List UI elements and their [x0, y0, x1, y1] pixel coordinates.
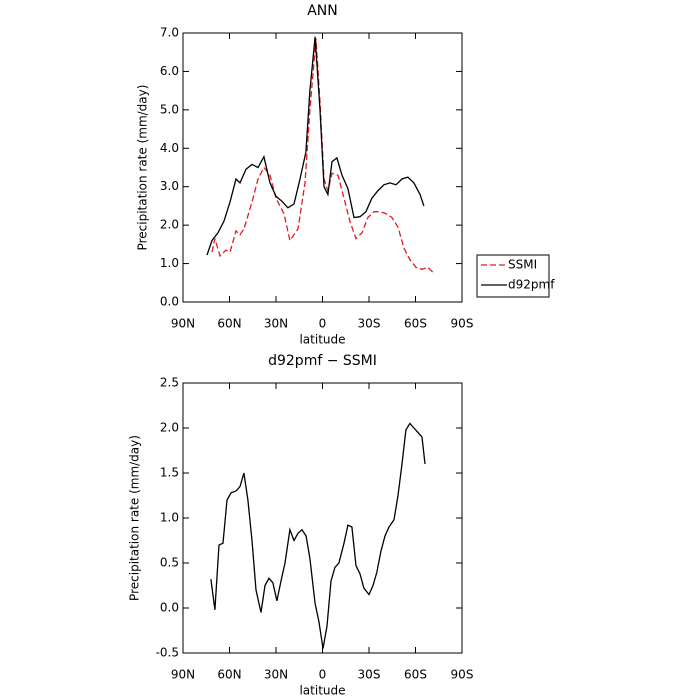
- chart-title: ANN: [307, 3, 338, 19]
- data-line: [210, 422, 426, 649]
- data-line: [211, 38, 435, 274]
- x-tick-label: 30S: [358, 317, 381, 331]
- x-tick-label: 0: [319, 668, 327, 682]
- x-tick-label: 30N: [264, 317, 288, 331]
- x-tick-label: 60S: [404, 317, 427, 331]
- x-tick-label: 60N: [217, 668, 241, 682]
- legend-label: SSMI: [508, 258, 537, 272]
- y-tick-label: 1.5: [160, 466, 179, 480]
- y-tick-label: 0.5: [160, 556, 179, 570]
- y-tick-label: 2.5: [160, 376, 179, 390]
- y-tick-label: 0.0: [160, 601, 179, 615]
- y-tick-label: 7.0: [160, 26, 179, 40]
- x-tick-label: 90N: [171, 317, 195, 331]
- legend-label: d92pmf: [508, 278, 555, 292]
- y-tick-label: 6.0: [160, 64, 179, 78]
- y-tick-label: 2.0: [160, 218, 179, 232]
- x-axis-label: latitude: [299, 684, 345, 698]
- y-axis-label: Precipitation rate (mm/day): [136, 85, 150, 251]
- x-tick-label: 0: [319, 317, 327, 331]
- x-axis-label: latitude: [299, 333, 345, 347]
- y-tick-label: 1.0: [160, 256, 179, 270]
- x-tick-label: 60N: [217, 317, 241, 331]
- x-tick-label: 30N: [264, 668, 288, 682]
- x-tick-label: 90S: [451, 668, 474, 682]
- y-tick-label: 2.0: [160, 421, 179, 435]
- y-tick-label: 1.0: [160, 511, 179, 525]
- x-tick-label: 60S: [404, 668, 427, 682]
- y-tick-label: 0.0: [160, 295, 179, 309]
- legend-box: [476, 254, 550, 298]
- x-tick-label: 90S: [451, 317, 474, 331]
- x-tick-label: 90N: [171, 668, 195, 682]
- y-axis-label: Precipitation rate (mm/day): [128, 435, 142, 601]
- y-tick-label: 3.0: [160, 179, 179, 193]
- x-tick-label: 30S: [358, 668, 381, 682]
- y-tick-label: 4.0: [160, 141, 179, 155]
- y-tick-label: -0.5: [156, 646, 179, 660]
- y-tick-label: 5.0: [160, 102, 179, 116]
- chart-title: d92pmf − SSMI: [268, 353, 377, 369]
- data-line: [206, 36, 425, 256]
